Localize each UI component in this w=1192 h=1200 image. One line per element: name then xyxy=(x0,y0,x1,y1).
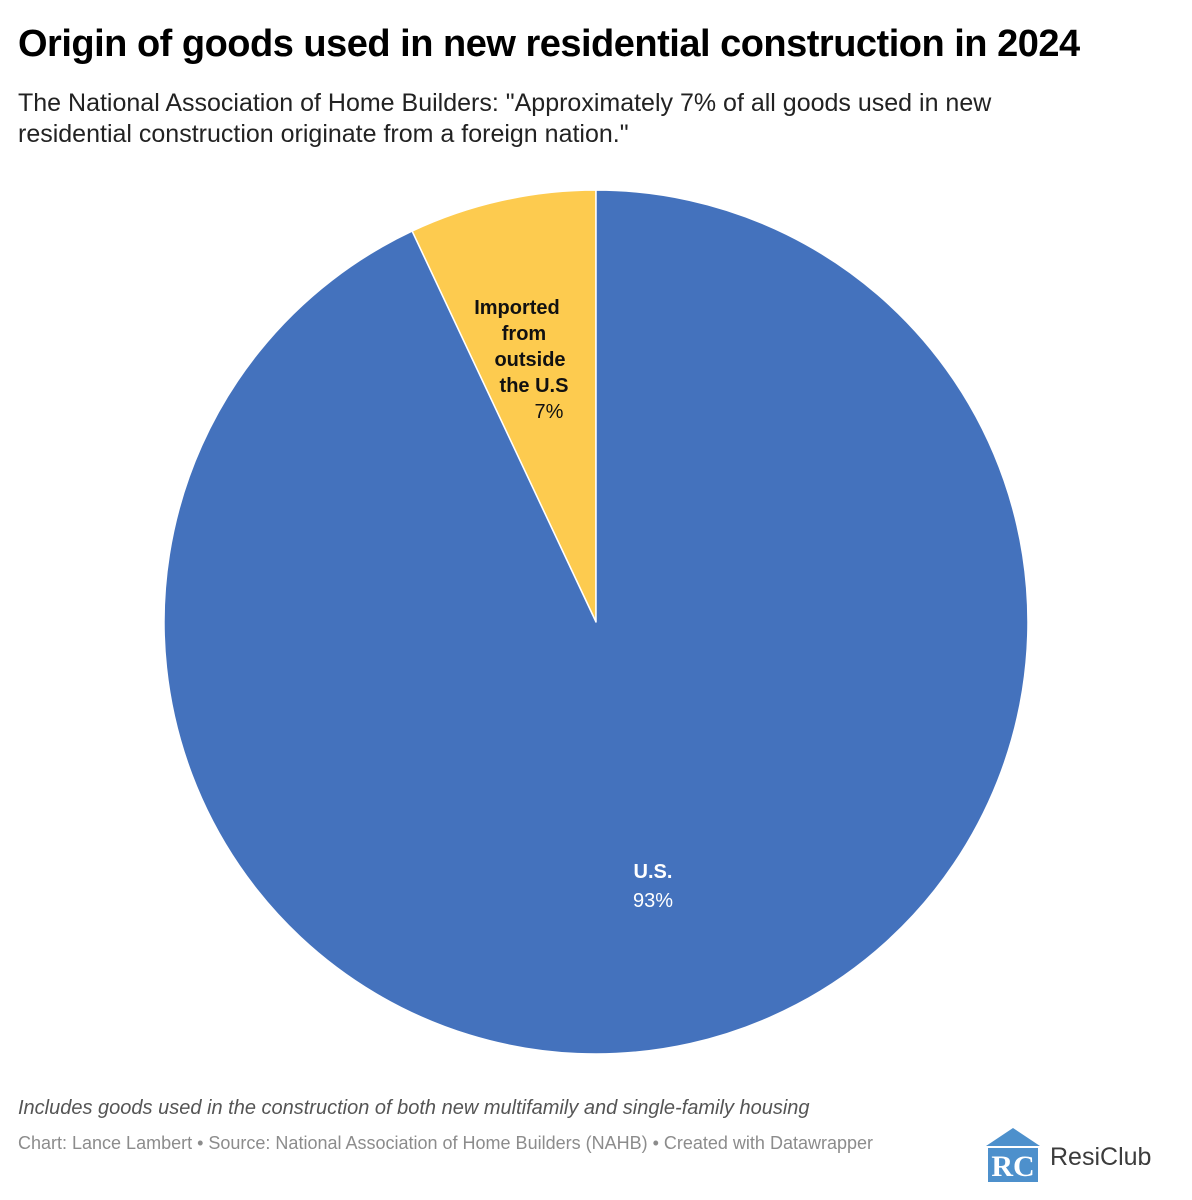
pie-labels: Imported from outside the U.S 7% U.S. 93% xyxy=(474,297,673,912)
slice-label-imported-line-3: outside xyxy=(494,349,565,371)
resiclub-logo-mark-icon: RC xyxy=(986,1128,1040,1183)
resiclub-logo: RC ResiClub xyxy=(982,1124,1182,1184)
slice-label-us: U.S. xyxy=(634,861,673,883)
slice-label-imported-line-4: the U.S xyxy=(500,375,569,397)
chart-title: Origin of goods used in new residential … xyxy=(18,23,1080,65)
pie-slice-imported xyxy=(411,189,597,623)
chart-subtitle: The National Association of Home Builder… xyxy=(18,89,992,148)
pie-slice-us xyxy=(163,189,1029,1055)
logo-name: ResiClub xyxy=(1050,1143,1152,1171)
logo-house-body xyxy=(988,1148,1038,1182)
slice-label-imported-line-1: Imported xyxy=(474,297,560,319)
logo-roof xyxy=(986,1128,1040,1146)
slice-value-imported: 7% xyxy=(535,401,564,423)
chart-credits: Chart: Lance Lambert • Source: National … xyxy=(18,1133,873,1153)
slice-label-imported-line-2: from xyxy=(502,323,546,345)
logo-mark-text: RC xyxy=(991,1150,1034,1183)
slice-value-us: 93% xyxy=(633,890,673,912)
chart-footnote: Includes goods used in the construction … xyxy=(18,1097,810,1119)
pie-slices xyxy=(163,189,1029,1055)
